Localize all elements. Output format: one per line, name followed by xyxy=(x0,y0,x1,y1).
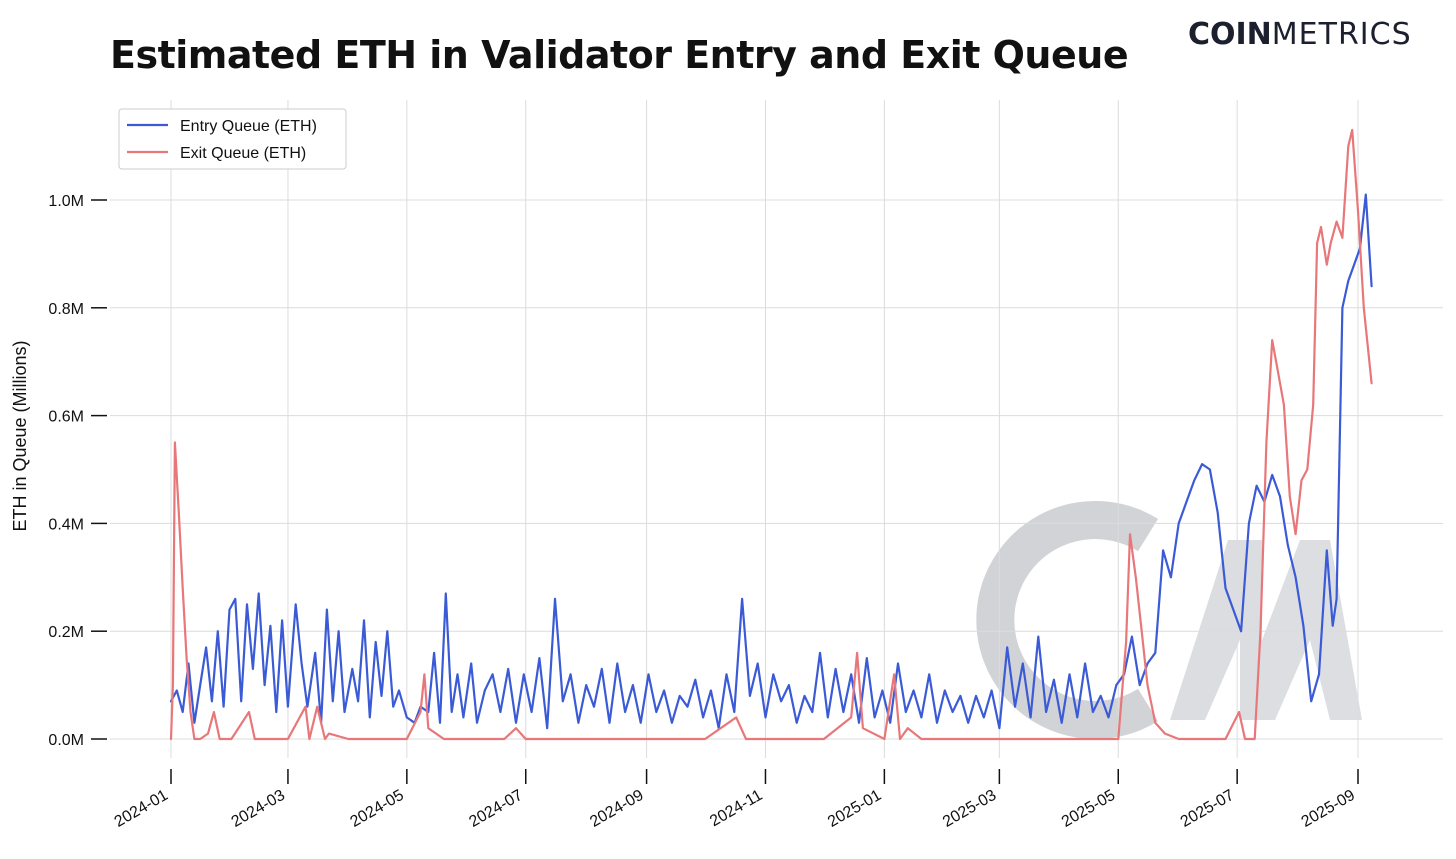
x-tick-label: 2024-11 xyxy=(707,787,765,831)
x-tick-label: 2025-05 xyxy=(1059,787,1118,831)
x-tick-label: 2024-01 xyxy=(112,787,171,831)
y-tick-label: 0.2M xyxy=(48,624,84,641)
y-tick-label: 0.0M xyxy=(48,732,84,749)
watermark-m-shape xyxy=(1170,540,1362,720)
y-axis-title: ETH in Queue (Millions) xyxy=(10,340,30,531)
y-tick-label: 0.6M xyxy=(48,409,84,426)
chart-title: Estimated ETH in Validator Entry and Exi… xyxy=(110,33,1128,77)
x-tick-label: 2024-03 xyxy=(229,787,288,831)
brand-text: COINMETRICS xyxy=(1188,17,1412,52)
y-tick-label: 1.0M xyxy=(48,193,84,210)
x-tick-label: 2025-07 xyxy=(1178,787,1237,831)
brand-bold-part: COIN xyxy=(1188,17,1272,52)
legend: Entry Queue (ETH) Exit Queue (ETH) xyxy=(118,108,347,170)
x-tick-label: 2025-01 xyxy=(825,787,884,831)
y-tick-label: 0.8M xyxy=(48,301,84,318)
series-line-entry-queue xyxy=(169,193,1373,730)
series-line-exit-queue xyxy=(169,128,1373,741)
axes: 0.0M 0.2M 0.4M 0.6M 0.8M 1.0M 2024-01 2024-03 20… xyxy=(48,193,1359,831)
grid xyxy=(110,100,1443,758)
x-tick-label: 2024-07 xyxy=(466,787,525,831)
brand-light-part: METRICS xyxy=(1272,17,1412,52)
x-tick-label: 2025-09 xyxy=(1299,787,1358,831)
x-tick-label: 2025-03 xyxy=(940,787,999,831)
brand-logo: COINMETRICS xyxy=(1188,17,1412,52)
watermark-c-shape xyxy=(976,501,1158,739)
y-tick-label: 0.4M xyxy=(48,516,84,533)
watermark-logo xyxy=(976,501,1362,739)
legend-box xyxy=(118,108,347,170)
x-tick-label: 2024-09 xyxy=(587,787,646,831)
x-tick-label: 2024-05 xyxy=(347,787,406,831)
legend-label-entry: Entry Queue (ETH) xyxy=(180,118,317,135)
legend-label-exit: Exit Queue (ETH) xyxy=(180,145,306,162)
series-lines xyxy=(169,128,1373,741)
